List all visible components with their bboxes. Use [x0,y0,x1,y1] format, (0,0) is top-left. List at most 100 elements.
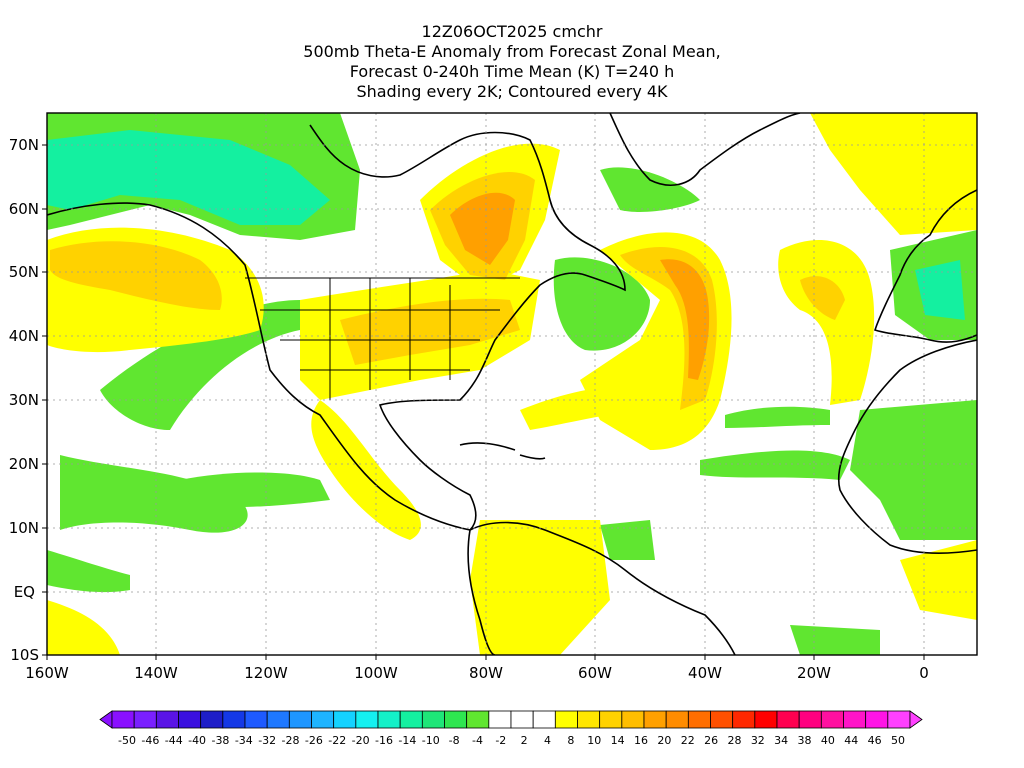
lon-label: 0 [919,664,929,682]
colorbar-swatch [488,710,512,729]
lat-labels: 70N 60N 50N 40N 30N 20N 10N EQ 10S [9,136,39,664]
shade-se-atl-yellow [900,540,977,620]
colorbar-label: 14 [611,734,625,747]
colorbar-swatch [687,710,711,729]
colorbar-label: -34 [235,734,253,747]
south-america-coast [467,521,736,655]
colorbar-swatch [266,710,290,729]
lat-ticks [42,144,47,656]
state-boundaries [245,277,520,400]
colorbar-label: -22 [328,734,346,747]
shade-nw-canada-green [235,113,345,165]
shade-eq-pacific-green [47,550,130,593]
lat-label: 70N [9,136,39,154]
colorbar-swatch [466,710,490,729]
title-line-2: 500mb Theta-E Anomaly from Forecast Zona… [303,42,721,61]
colorbar: -50 -46 -44 -40 -38 -34 -32 -28 -26 -22 -20 -16 -14-… [99,710,923,747]
lon-label: 120W [244,664,288,682]
shade-tropical-atl-green [700,450,850,480]
shade-pacific-south-green [60,455,248,533]
lon-label: 20W [797,664,831,682]
colorbar-label: -40 [188,734,206,747]
greenland-coast [609,113,801,186]
lat-label: 60N [9,200,39,218]
shade-us-gold [340,298,520,365]
colorbar-label: -2 [495,734,506,747]
lat-label: EQ [14,583,35,601]
colorbar-label: 16 [634,734,648,747]
colorbar-label: 32 [751,734,765,747]
plot-frame [46,112,978,656]
colorbar-swatch [133,710,157,729]
colorbar-swatch [665,710,689,729]
lon-label: 160W [25,664,69,682]
colorbar-label: -38 [211,734,229,747]
lat-label: 40N [9,327,39,345]
colorbar-swatch [577,710,601,729]
lat-label: 10S [10,646,39,664]
colorbar-label: -28 [282,734,300,747]
colorbar-swatch [333,710,357,729]
colorbar-label: -16 [375,734,393,747]
colorbar-swatch [732,710,756,729]
map-title: 12Z06OCT2025 cmchr 500mb Theta-E Anomaly… [0,22,1024,102]
colorbar-label: 34 [774,734,788,747]
colorbar-swatch [887,710,911,729]
shade-canada-orange [450,192,515,265]
colorbar-label: 8 [567,734,574,747]
shade-nwatl-green [553,257,650,351]
colorbar-label: 2 [521,734,528,747]
shade-tropical-yellow [520,386,650,430]
europe-coast [873,189,977,343]
colorbar-label: -26 [305,734,323,747]
lat-label: 20N [9,455,39,473]
colorbar-label: 20 [657,734,671,747]
graticule [47,113,977,655]
lon-label: 100W [354,664,398,682]
colorbar-swatch [843,710,867,729]
shade-nw-eu-gold [800,276,845,320]
caribbean-islands [459,442,546,460]
lon-label: 40W [688,664,722,682]
shade-greenland-green [600,167,700,212]
colorbar-swatch [710,710,734,729]
colorbar-swatch [444,710,468,729]
colorbar-swatch [377,710,401,729]
colorbar-label: -50 [118,734,136,747]
shade-eq-pacific-yellow [47,600,120,655]
colorbar-swatch [111,710,135,729]
shade-pacific-gold [50,241,222,310]
colorbar-label: 38 [798,734,812,747]
colorbar-label: -32 [258,734,276,747]
lon-label: 60W [578,664,612,682]
colorbar-right-arrow [909,710,923,729]
colorbar-label: 44 [844,734,858,747]
lat-label: 10N [9,519,39,537]
colorbar-swatch [288,710,312,729]
colorbar-swatch [421,710,445,729]
colorbar-label: -46 [141,734,159,747]
colorbar-label: 50 [891,734,905,747]
colorbar-label: -4 [472,734,483,747]
shade-alaska-aqua [47,130,330,225]
shade-south-atl-green [790,625,880,655]
colorbar-label: -44 [165,734,183,747]
coastlines [47,113,977,655]
colorbar-swatch [865,710,889,729]
shade-pacific-east-green [180,472,330,508]
colorbar-label: -8 [449,734,460,747]
colorbar-swatch [155,710,179,729]
colorbar-label: -20 [352,734,370,747]
colorbar-swatch [599,710,623,729]
shade-atlantic-green-2 [725,406,830,428]
colorbar-label: 4 [544,734,551,747]
colorbar-swatch [355,710,379,729]
shade-nw-eu-yellow [810,113,977,235]
colorbar-swatch [754,710,778,729]
colorbar-swatch [222,710,246,729]
colorbar-swatch [178,710,202,729]
colorbar-swatch [200,710,224,729]
colorbar-left-arrow [99,710,113,729]
colorbar-label: 10 [587,734,601,747]
